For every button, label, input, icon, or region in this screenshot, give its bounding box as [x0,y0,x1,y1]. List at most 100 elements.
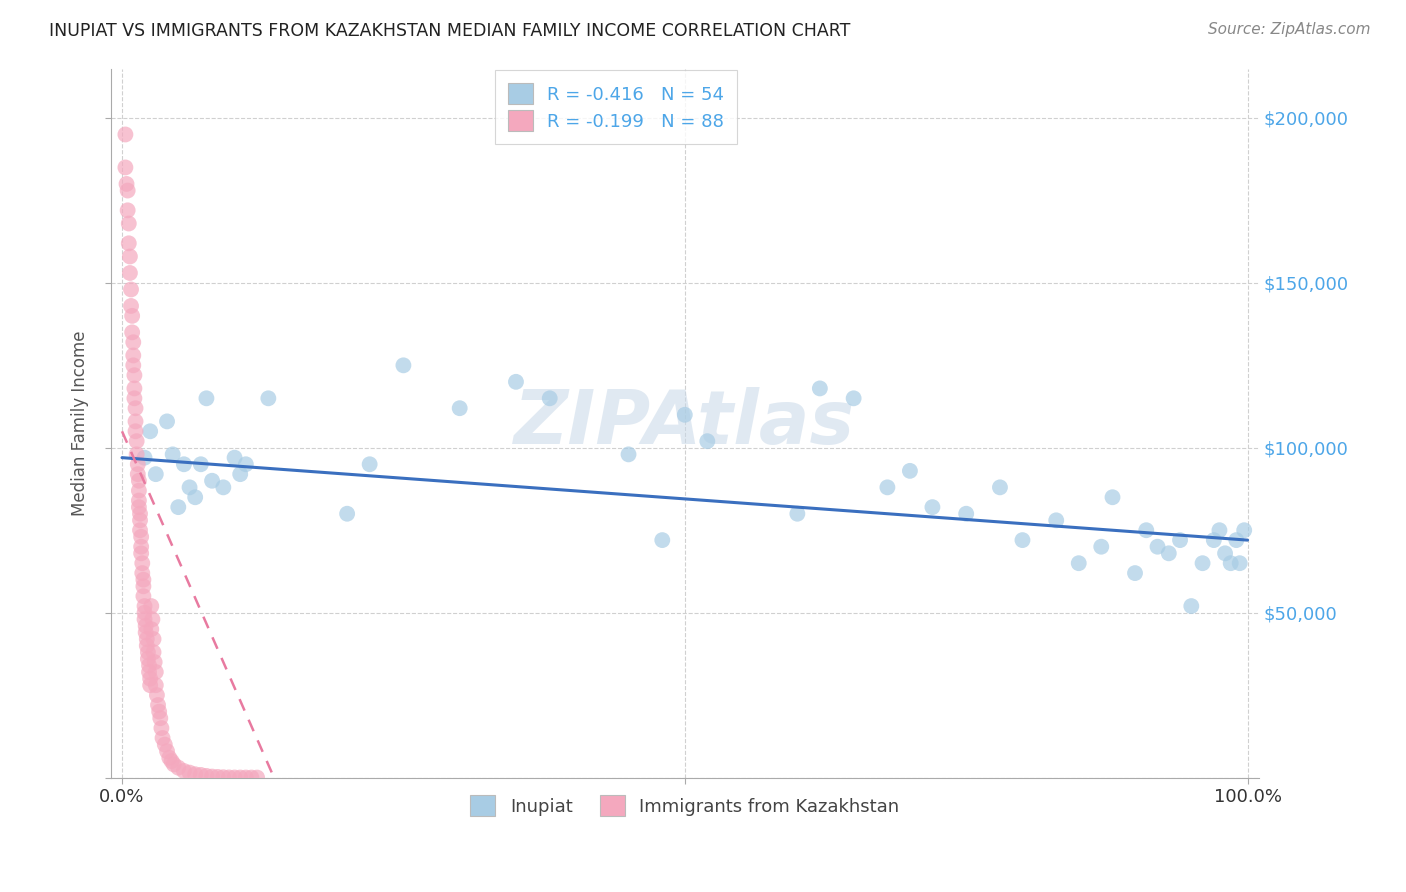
Point [1067,556,1090,570]
Point [162,447,184,461]
Point [179,765,201,780]
Point [150,721,173,735]
Point [128,493,150,508]
Legend: Inupiat, Immigrants from Kazakhstan: Inupiat, Immigrants from Kazakhstan [461,787,908,825]
Point [240,771,263,785]
Point [145,665,167,679]
Point [173,764,195,778]
Text: ZIPAtlas: ZIPAtlas [515,386,855,459]
Point [129,546,152,560]
Point [132,579,155,593]
Point [134,606,156,620]
Point [129,507,152,521]
Point [132,589,155,603]
Point [124,414,146,428]
Point [139,425,162,439]
Point [235,457,257,471]
Point [120,299,142,313]
Point [141,599,163,613]
Point [127,457,149,471]
Point [207,770,229,784]
Point [184,490,207,504]
Point [167,500,190,515]
Point [136,652,159,666]
Point [115,177,138,191]
Point [142,632,165,646]
Point [1157,546,1180,560]
Point [141,612,163,626]
Point [988,480,1011,494]
Point [173,457,195,471]
Point [127,467,149,482]
Point [121,326,143,340]
Point [1191,556,1213,570]
Point [1090,540,1112,554]
Point [1135,523,1157,537]
Point [538,392,561,406]
Point [201,474,224,488]
Point [163,757,186,772]
Point [190,768,212,782]
Point [128,474,150,488]
Point [132,573,155,587]
Point [184,767,207,781]
Point [876,480,898,494]
Point [1180,599,1202,613]
Point [145,678,167,692]
Point [195,392,218,406]
Point [149,711,172,725]
Point [1045,513,1067,527]
Point [235,771,257,785]
Point [1219,556,1241,570]
Point [195,769,218,783]
Point [145,467,167,482]
Point [131,566,153,580]
Point [153,738,176,752]
Point [128,483,150,498]
Point [117,203,139,218]
Point [121,309,143,323]
Point [129,513,152,527]
Point [1101,490,1123,504]
Point [129,540,152,554]
Point [135,639,157,653]
Point [129,530,152,544]
Point [157,751,180,765]
Point [131,556,153,570]
Y-axis label: Median Family Income: Median Family Income [72,330,89,516]
Point [117,184,139,198]
Point [134,450,156,465]
Point [1123,566,1146,580]
Point [134,612,156,626]
Point [114,161,136,175]
Point [118,266,141,280]
Point [1168,533,1191,548]
Point [1146,540,1168,554]
Point [359,457,381,471]
Point [651,533,673,548]
Point [135,619,157,633]
Point [921,500,943,515]
Point [505,375,527,389]
Point [128,500,150,515]
Point [1208,523,1230,537]
Point [229,771,252,785]
Point [152,731,174,745]
Point [124,425,146,439]
Point [696,434,718,449]
Point [167,761,190,775]
Point [135,625,157,640]
Point [160,754,183,768]
Point [1233,523,1256,537]
Point [114,128,136,142]
Point [212,770,235,784]
Point [201,770,224,784]
Point [224,450,246,465]
Point [141,622,163,636]
Point [125,434,148,449]
Point [212,480,235,494]
Point [138,658,160,673]
Text: INUPIAT VS IMMIGRANTS FROM KAZAKHSTAN MEDIAN FAMILY INCOME CORRELATION CHART: INUPIAT VS IMMIGRANTS FROM KAZAKHSTAN ME… [49,22,851,40]
Point [1229,556,1251,570]
Point [1213,546,1236,560]
